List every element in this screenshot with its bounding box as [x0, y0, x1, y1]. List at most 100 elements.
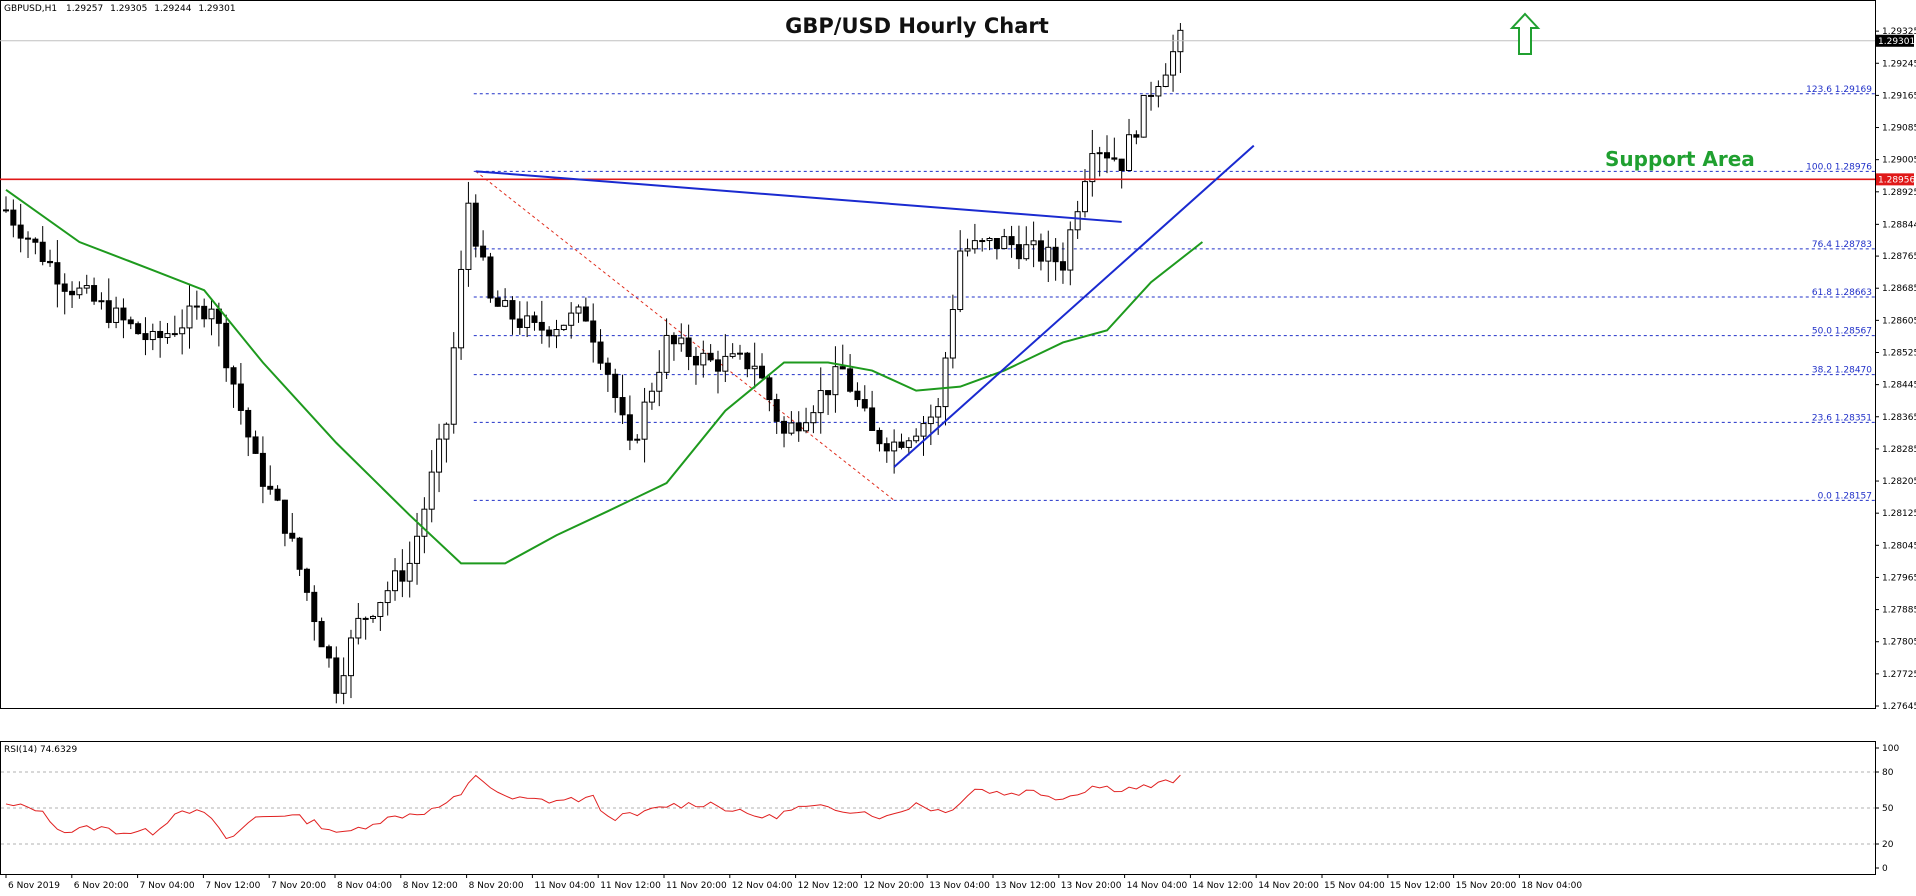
symbol-info: GBPUSD,H1 1.29257 1.29305 1.29244 1.2930…	[4, 4, 236, 14]
candle	[340, 657, 347, 705]
candle	[700, 340, 707, 378]
candle	[127, 316, 134, 330]
candle	[1008, 225, 1015, 258]
candle	[245, 407, 252, 457]
candle	[47, 249, 54, 267]
candle	[582, 297, 589, 322]
candle	[1074, 200, 1081, 239]
candle	[230, 365, 237, 408]
fib-level-label: 61.8 1.28663	[1812, 288, 1872, 298]
candle	[1089, 129, 1096, 197]
price-tick-label: 1.27645	[1882, 702, 1916, 712]
candle	[986, 236, 993, 251]
candle	[1096, 146, 1103, 177]
candle	[1104, 135, 1110, 174]
time-tick-label: 15 Nov 12:00	[1390, 881, 1451, 891]
support-area-label: Support Area	[1605, 147, 1755, 171]
candle	[516, 301, 523, 335]
symbol-name: GBPUSD,H1	[4, 4, 57, 14]
candle	[414, 512, 421, 585]
candle	[267, 465, 274, 495]
resistance-tag-label: 1.28956	[1878, 175, 1915, 185]
candle	[993, 238, 1000, 260]
candle	[626, 395, 633, 451]
candle	[3, 196, 9, 213]
candle	[656, 350, 663, 407]
candle	[803, 407, 810, 434]
candle	[458, 250, 465, 360]
fib-level-label: 100.0 1.28976	[1806, 162, 1872, 172]
candle	[259, 436, 266, 504]
candle	[729, 343, 736, 359]
price-tick-label: 1.29165	[1882, 91, 1916, 101]
candle	[237, 363, 244, 425]
candle	[1023, 226, 1030, 261]
price-tick-label: 1.28445	[1882, 381, 1916, 391]
price-tick-label: 1.28045	[1882, 541, 1916, 551]
candle	[1037, 233, 1044, 271]
price-tick-label: 1.27805	[1882, 638, 1916, 648]
candle	[1162, 63, 1169, 88]
chart-title: GBP/USD Hourly Chart	[785, 14, 1049, 38]
candle	[223, 314, 230, 382]
candle	[861, 385, 868, 412]
candle	[25, 231, 32, 258]
candle	[377, 601, 384, 631]
candle	[502, 288, 509, 308]
candle	[847, 354, 854, 393]
price-tick-label: 1.28605	[1882, 316, 1916, 326]
time-tick-label: 12 Nov 20:00	[863, 881, 924, 891]
candle	[347, 629, 354, 699]
candle	[135, 321, 142, 335]
rsi-layer: 100 80 50 20 0	[1, 744, 1899, 874]
candle	[553, 319, 560, 349]
candle	[1133, 130, 1140, 145]
price-axis: 1.29325 1.29245 1.29165 1.29085 1.29005 1.289…	[1875, 27, 1916, 712]
candle	[810, 405, 817, 434]
candle	[480, 230, 487, 261]
time-tick-label: 12 Nov 12:00	[798, 881, 859, 891]
candle	[692, 347, 699, 385]
candle	[905, 437, 912, 456]
candle	[825, 390, 832, 415]
time-tick-label: 12 Nov 04:00	[732, 881, 793, 891]
candle	[450, 332, 457, 434]
overlay-layer	[0, 12, 1875, 565]
time-tick-label: 13 Nov 04:00	[929, 881, 990, 891]
time-axis: 6 Nov 2019 6 Nov 20:00 7 Nov 04:00 7 Nov 12…	[5, 874, 1582, 891]
candle	[744, 351, 751, 378]
time-tick-label: 14 Nov 20:00	[1258, 881, 1319, 891]
candle	[1081, 169, 1088, 218]
time-tick-label: 7 Nov 04:00	[140, 881, 195, 891]
main-panel-frame	[0, 0, 1876, 709]
time-tick-label: 11 Nov 12:00	[600, 881, 661, 891]
time-tick-label: 7 Nov 12:00	[205, 881, 260, 891]
price-tick-label: 1.28765	[1882, 252, 1916, 262]
bullish-trend-line	[893, 144, 1255, 468]
candle	[832, 346, 839, 413]
candle	[201, 298, 208, 328]
resistance-tag	[1876, 173, 1914, 186]
candle	[39, 226, 46, 266]
candle	[1052, 238, 1059, 281]
candle	[370, 614, 376, 623]
symbol-low: 1.29244	[154, 4, 191, 14]
rsi-tick-label: 100	[1882, 744, 1899, 754]
current-price-tag	[1876, 34, 1914, 47]
candle	[722, 334, 729, 383]
candle	[670, 332, 677, 361]
candle	[303, 567, 310, 601]
candle	[362, 616, 369, 640]
candle	[597, 329, 604, 370]
moving-average-line	[5, 188, 1204, 565]
time-tick-label: 15 Nov 04:00	[1324, 881, 1385, 891]
candle	[465, 181, 472, 287]
candle	[443, 422, 450, 463]
time-tick-label: 8 Nov 04:00	[337, 881, 392, 891]
candle	[1067, 221, 1074, 286]
price-tick-label: 1.29085	[1882, 124, 1916, 134]
price-tick-label: 1.29245	[1882, 59, 1916, 69]
rsi-label: RSI(14) 74.6329	[4, 745, 77, 755]
